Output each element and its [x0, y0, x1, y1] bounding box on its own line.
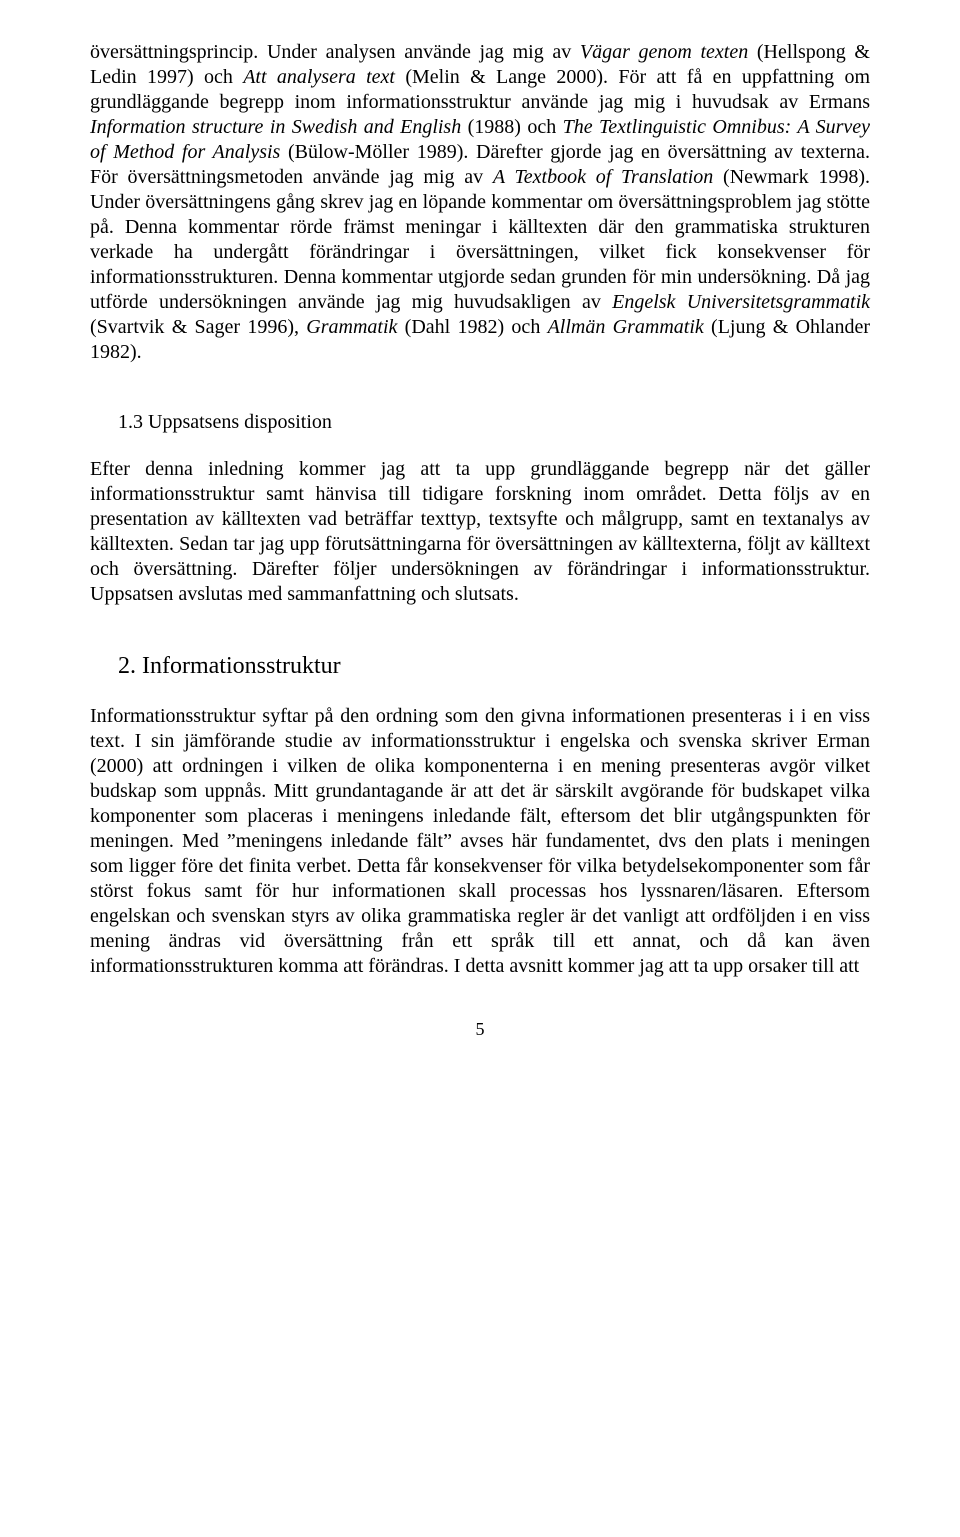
subsection-heading-1-3: 1.3 Uppsatsens disposition — [118, 409, 870, 435]
italic-title: Information structure in Swedish and Eng… — [90, 116, 461, 138]
italic-title: A Textbook of Translation — [493, 166, 713, 188]
italic-title: Engelsk Universitetsgrammatik — [612, 291, 870, 313]
text-segment: (1988) och — [461, 116, 562, 138]
paragraph-3: Informationsstruktur syftar på den ordni… — [90, 704, 870, 979]
text-segment: (Dahl 1982) och — [397, 316, 547, 338]
italic-title: Grammatik — [306, 316, 397, 338]
italic-title: Allmän Grammatik — [548, 316, 704, 338]
italic-title: Att analysera text — [243, 66, 395, 88]
paragraph-2: Efter denna inledning kommer jag att ta … — [90, 457, 870, 607]
text-segment: (Svartvik & Sager 1996), — [90, 316, 306, 338]
section-heading-2: 2. Informationsstruktur — [118, 651, 870, 682]
italic-title: Vägar genom texten — [580, 41, 748, 63]
page-number: 5 — [90, 1019, 870, 1040]
page-container: översättningsprincip. Under analysen anv… — [0, 0, 960, 1537]
paragraph-1: översättningsprincip. Under analysen anv… — [90, 40, 870, 365]
text-segment: översättningsprincip. Under analysen anv… — [90, 41, 580, 63]
